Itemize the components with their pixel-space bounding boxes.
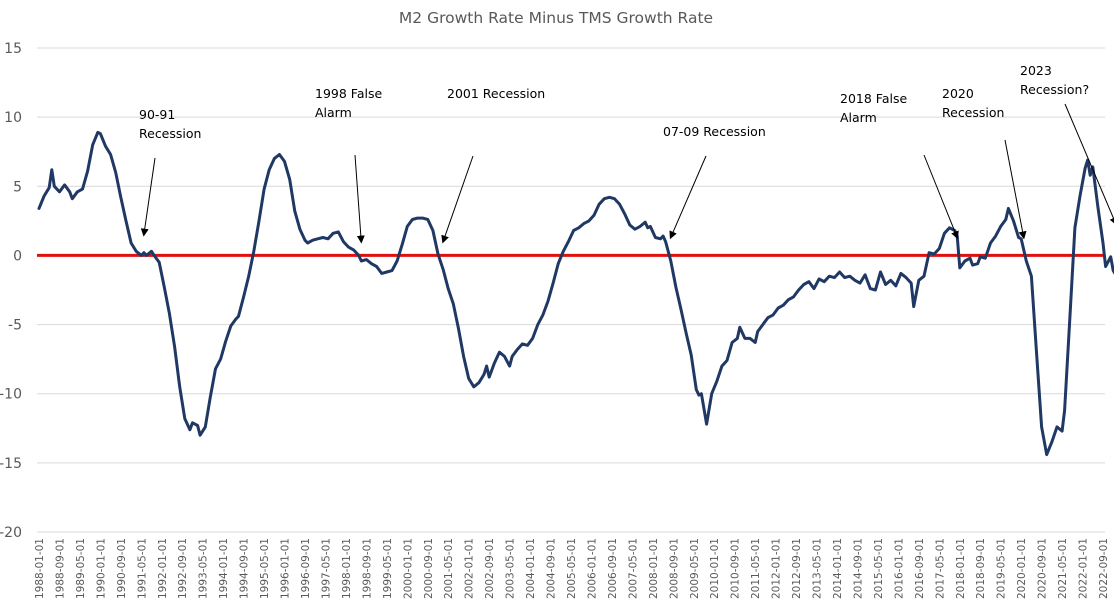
x-tick-label: 2015-05-01 [873,538,885,599]
x-tick-label: 1993-05-01 [198,538,210,599]
annotation-label: Alarm [840,110,877,125]
annotations: 90-91 Recession 1998 False Alarm 2001 Recess… [139,63,1114,244]
annotation-label: Alarm [315,105,352,120]
y-tick-label: 10 [4,110,22,126]
x-tick-label: 2002-01-01 [464,538,476,599]
y-tick-label: -10 [0,387,22,403]
x-tick-label: 2021-05-01 [1057,538,1069,599]
x-tick-label: 2019-05-01 [996,538,1008,599]
x-tick-label: 1997-05-01 [320,538,332,599]
x-tick-label: 2011-05-01 [750,538,762,599]
x-tick-label: 2017-05-01 [934,538,946,599]
y-tick-label: -20 [0,525,22,541]
annotation-arrow [923,154,959,240]
x-tick-label: 2008-09-01 [668,538,680,599]
annotation-label: 1998 False [315,86,382,101]
series-line [37,130,1114,457]
x-tick-label: 1998-09-01 [361,538,373,599]
annotation-label: 2001 Recession [447,86,545,101]
x-tick-label: 2002-09-01 [484,538,496,599]
x-tick-label: 1996-01-01 [280,538,292,599]
x-tick-label: 2014-09-01 [852,538,864,599]
x-tick-label: 2020-01-01 [1016,538,1028,599]
annotation-arrow [1004,139,1027,240]
annotation: 2020 Recession [942,86,1027,240]
x-tick-label: 2006-01-01 [586,538,598,599]
annotation-label: Recession [139,126,201,141]
x-tick-label: 2009-05-01 [689,538,701,599]
x-tick-label: 2022-09-01 [1098,538,1110,599]
annotation: 2023 Recession? [1020,63,1114,226]
annotation-label: 2020 [942,86,974,101]
annotation-arrow [140,157,156,237]
x-axis: 1988-01-01 1988-09-01 1989-05-01 1990-01-01… [34,538,1110,599]
x-tick-label: 1996-09-01 [300,538,312,599]
x-tick-label: 1994-09-01 [239,538,251,599]
y-tick-label: 0 [13,248,22,264]
x-tick-label: 1991-05-01 [136,538,148,599]
x-tick-label: 2018-01-01 [955,538,967,599]
annotation-label: 07-09 Recession [663,124,766,139]
x-tick-label: 2016-01-01 [893,538,905,599]
x-tick-label: 2010-09-01 [730,538,742,599]
annotation: 2001 Recession [441,86,545,244]
x-tick-label: 2000-09-01 [423,538,435,599]
x-tick-label: 2003-05-01 [505,538,517,599]
x-tick-label: 2001-05-01 [443,538,455,599]
chart-title: M2 Growth Rate Minus TMS Growth Rate [399,9,713,27]
annotation-arrow [669,155,707,240]
annotation-label: 2018 False [840,91,907,106]
x-tick-label: 2005-05-01 [566,538,578,599]
x-tick-label: 1994-01-01 [218,538,230,599]
x-tick-label: 2007-05-01 [627,538,639,599]
x-tick-label: 2000-01-01 [402,538,414,599]
x-tick-label: 2004-09-01 [546,538,558,599]
x-tick-label: 2010-01-01 [709,538,721,599]
x-tick-label: 2018-09-01 [975,538,987,599]
x-tick-label: 2008-01-01 [648,538,660,599]
annotation-arrow [1064,103,1114,226]
x-tick-label: 1992-09-01 [177,538,189,599]
x-tick-label: 1992-01-01 [157,538,169,599]
annotation-label: 2023 [1020,63,1052,78]
x-tick-label: 2020-09-01 [1037,538,1049,599]
x-tick-label: 2012-09-01 [791,538,803,599]
annotation: 07-09 Recession [663,124,766,240]
y-tick-label: -15 [0,456,22,472]
x-tick-label: 2004-01-01 [525,538,537,599]
x-tick-label: 2013-05-01 [812,538,824,599]
y-axis: 15 10 5 0 -5 -10 -15 -20 [0,41,22,541]
x-tick-label: 2006-09-01 [607,538,619,599]
annotation-label: Recession [942,105,1004,120]
annotation-label: 90-91 [139,107,175,122]
x-tick-label: 1989-05-01 [75,538,87,599]
x-tick-label: 1988-01-01 [34,538,46,599]
x-tick-label: 1990-09-01 [116,538,128,599]
x-tick-label: 1999-05-01 [382,538,394,599]
y-tick-label: 15 [4,41,22,57]
y-tick-label: -5 [8,318,22,334]
annotation-label: Recession? [1020,82,1089,97]
y-tick-label: 5 [13,179,22,195]
annotation: 1998 False Alarm [315,86,382,244]
annotation: 90-91 Recession [139,107,201,237]
annotation: 2018 False Alarm [840,91,959,240]
annotation-arrow [354,154,365,244]
x-tick-label: 1998-01-01 [341,538,353,599]
x-tick-label: 2014-01-01 [832,538,844,599]
x-tick-label: 2022-01-01 [1078,538,1090,599]
gridlines [37,47,1105,533]
x-tick-label: 1988-09-01 [54,538,66,599]
x-tick-label: 1995-05-01 [259,538,271,599]
x-tick-label: 1990-01-01 [95,538,107,599]
x-tick-label: 2012-01-01 [771,538,783,599]
x-tick-label: 2016-09-01 [914,538,926,599]
annotation-arrow [441,155,474,244]
